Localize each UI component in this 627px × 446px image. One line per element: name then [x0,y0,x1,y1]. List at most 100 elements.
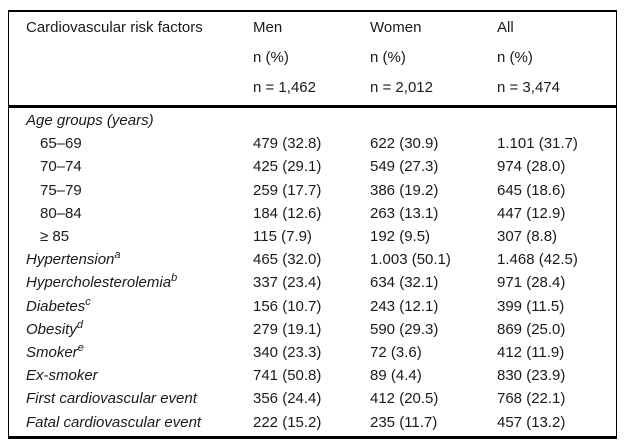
table-row-age-85-plus: ≥ 85 115 (7.9) 192 (9.5) 307 (8.8) [9,225,616,248]
header-row-labels: Cardiovascular risk factors Men Women Al… [9,13,616,43]
header-row-totals: n = 1,462 n = 2,012 n = 3,474 [9,73,616,103]
row-label: Fatal cardiovascular event [9,411,253,434]
table-body: Age groups (years) 65–69 479 (32.8) 622 … [9,108,616,436]
cell-all: 645 (18.6) [497,181,566,199]
table-row-age-75-79: 75–79 259 (17.7) 386 (19.2) 645 (18.6) [9,179,616,202]
header-col-all: All [497,19,514,36]
cell-all: 447 (12.9) [497,204,566,222]
cell-men: 222 (15.2) [253,413,322,431]
header-unit-men: n (%) [253,49,289,66]
row-label-text: 75–79 [40,181,82,199]
table-row-fatal-cardiovascular-event: Fatal cardiovascular event 222 (15.2) 23… [9,411,616,434]
cell-men: 425 (29.1) [253,158,322,176]
cell-women: 263 (13.1) [370,204,439,222]
row-label: 65–69 [9,132,253,155]
header-total-women: n = 2,012 [370,79,433,96]
row-label: Diabetesc [9,295,253,318]
footnote-marker: e [77,342,84,355]
cell-women: 622 (30.9) [370,135,439,153]
cell-men: 115 (7.9) [253,228,312,246]
row-label: Ex-smoker [9,364,253,387]
row-label: Smokere [9,341,253,364]
cell-women: 243 (12.1) [370,297,439,315]
cell-women: 72 (3.6) [370,344,422,362]
table-row-smoker: Smokere 340 (23.3) 72 (3.6) 412 (11.9) [9,341,616,364]
row-label-text: First cardiovascular event [26,390,197,408]
row-label: ≥ 85 [9,225,253,248]
table-row-ex-smoker: Ex-smoker 741 (50.8) 89 (4.4) 830 (23.9) [9,364,616,387]
row-label-text: Fatal cardiovascular event [26,413,202,431]
row-label-text: Diabetes [26,297,86,315]
table-row-obesity: Obesityd 279 (19.1) 590 (29.3) 869 (25.0… [9,318,616,341]
cell-men: 279 (19.1) [253,320,322,338]
table-row-age-70-74: 70–74 425 (29.1) 549 (27.3) 974 (28.0) [9,155,616,178]
table-row-age-80-84: 80–84 184 (12.6) 263 (13.1) 447 (12.9) [9,202,616,225]
header-total-spacer [9,73,253,103]
cell-men: 337 (23.4) [253,274,322,292]
row-label: Obesityd [9,318,253,341]
table-header: Cardiovascular risk factors Men Women Al… [9,12,616,108]
header-row-units: n (%) n (%) n (%) [9,43,616,73]
row-label-text: ≥ 85 [40,228,70,246]
cardiovascular-risk-factors-table: Cardiovascular risk factors Men Women Al… [8,10,617,439]
cell-all: 974 (28.0) [497,158,566,176]
cell-women: 590 (29.3) [370,320,439,338]
cell-men: 356 (24.4) [253,390,322,408]
row-label-text: Hypertension [26,251,115,269]
header-unit-all: n (%) [497,49,533,66]
table-row-age-65-69: 65–69 479 (32.8) 622 (30.9) 1.101 (31.7) [9,132,616,155]
cell-all: 971 (28.4) [497,274,566,292]
cell-men: 340 (23.3) [253,344,322,362]
table-row-age-groups-section: Age groups (years) [9,109,616,132]
cell-all: 830 (23.9) [497,367,566,385]
cell-all: 1.101 (31.7) [497,135,578,153]
row-label-text: Ex-smoker [26,367,98,385]
header-col-men: Men [253,19,283,36]
cell-all: 1.468 (42.5) [497,251,578,269]
header-total-all: n = 3,474 [497,79,560,96]
cell-women: 386 (19.2) [370,181,439,199]
header-unit-spacer [9,43,253,73]
cell-men: 184 (12.6) [253,204,322,222]
row-label-text: Smoker [26,344,78,362]
cell-women: 412 (20.5) [370,390,439,408]
cell-women [370,109,497,132]
cell-men: 741 (50.8) [253,367,322,385]
cell-men: 465 (32.0) [253,251,322,269]
footnote-marker: a [114,249,121,262]
table-row-first-cardiovascular-event: First cardiovascular event 356 (24.4) 41… [9,387,616,410]
row-label-text: Hypercholesterolemia [26,274,172,292]
cell-women: 89 (4.4) [370,367,422,385]
table-row-hypertension: Hypertensiona 465 (32.0) 1.003 (50.1) 1.… [9,248,616,271]
row-label: 75–79 [9,179,253,202]
cell-men: 479 (32.8) [253,135,322,153]
cell-women: 235 (11.7) [370,413,438,431]
header-total-men: n = 1,462 [253,79,316,96]
table-row-hypercholesterolemia: Hypercholesterolemiab 337 (23.4) 634 (32… [9,271,616,294]
row-label-text: 65–69 [40,135,82,153]
cell-women: 549 (27.3) [370,158,439,176]
cell-all: 399 (11.5) [497,297,565,315]
footnote-marker: c [85,295,91,308]
cell-all: 457 (13.2) [497,413,566,431]
header-unit-women: n (%) [370,49,406,66]
cell-men [253,109,370,132]
cell-women: 1.003 (50.1) [370,251,451,269]
cell-all: 307 (8.8) [497,228,558,246]
header-col-women: Women [370,19,422,36]
header-col-risk-factors: Cardiovascular risk factors [26,19,203,36]
cell-all [497,109,616,132]
row-label-text: Obesity [26,320,77,338]
row-label: Age groups (years) [9,109,253,132]
cell-all: 768 (22.1) [497,390,566,408]
cell-women: 192 (9.5) [370,228,431,246]
row-label-text: 70–74 [40,158,82,176]
footnote-marker: d [76,318,83,331]
row-label: 70–74 [9,155,253,178]
table-row-diabetes: Diabetesc 156 (10.7) 243 (12.1) 399 (11.… [9,295,616,318]
cell-all: 869 (25.0) [497,320,566,338]
row-label-text: Age groups (years) [26,112,154,129]
cell-all: 412 (11.9) [497,344,565,362]
row-label: First cardiovascular event [9,387,253,410]
